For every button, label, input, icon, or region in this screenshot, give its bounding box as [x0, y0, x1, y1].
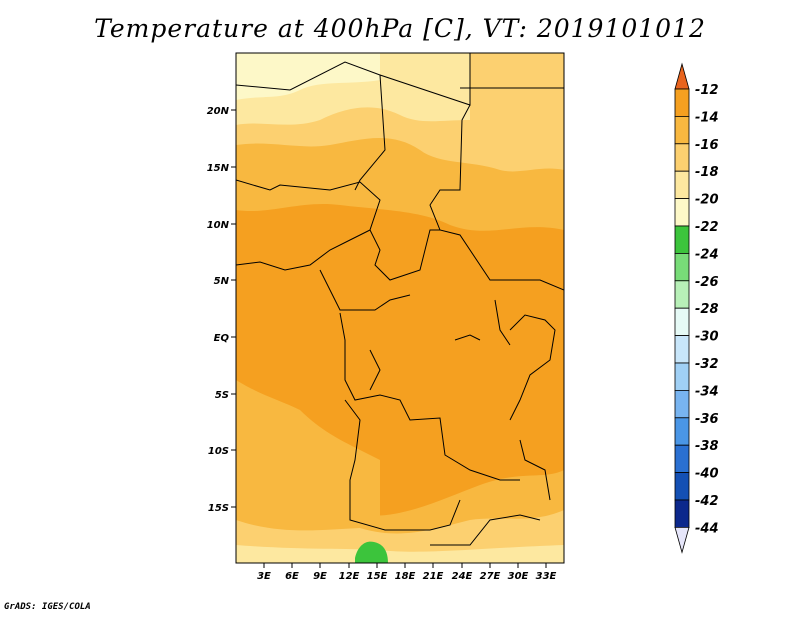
colorbar-label: -38 — [695, 439, 719, 454]
colorbar-swatch — [674, 198, 690, 227]
contour-m20-south — [236, 545, 564, 563]
lon-label: 24E — [452, 571, 473, 582]
lon-label: 27E — [480, 571, 501, 582]
lon-label: 18E — [395, 571, 416, 582]
colorbar-swatch — [674, 88, 690, 117]
colorbar-label: -30 — [695, 330, 719, 345]
border-path — [494, 299, 511, 346]
lat-label: EQ — [214, 333, 230, 344]
colorbar-swatch — [674, 362, 690, 391]
colorbar-swatch — [674, 444, 690, 474]
colorbar-label: -16 — [695, 138, 719, 153]
colorbar-swatch — [674, 335, 690, 364]
lon-label: 15E — [367, 571, 388, 582]
lat-axis: 20N 15N 10N 5N EQ 5S 10S 15S — [207, 106, 236, 514]
colorbar-label: -28 — [695, 302, 719, 317]
border-path — [339, 312, 520, 481]
colorbar-label: -42 — [695, 494, 719, 509]
colorbar-label: -12 — [695, 83, 719, 98]
colorbar-swatch — [674, 252, 690, 282]
lat-label: 10N — [207, 220, 230, 231]
lon-axis: 3E 6E 9E 12E 15E 18E 21E 24E 27E 30E 33E — [257, 563, 557, 582]
border-path — [236, 229, 371, 271]
map-frame — [235, 52, 565, 564]
lon-label: 6E — [285, 571, 299, 582]
grads-credit: GrADS: IGES/COLA — [4, 602, 91, 612]
border-path — [430, 514, 541, 546]
lat-label: 15N — [207, 163, 230, 174]
border-path — [519, 439, 551, 501]
country-borders — [236, 53, 564, 546]
colorbar-swatch — [674, 389, 690, 419]
border-path — [369, 349, 381, 391]
colorbar-swatch — [674, 417, 690, 446]
colorbar-label: -44 — [695, 521, 719, 536]
colorbar-label: -18 — [695, 165, 719, 180]
lon-label: 9E — [313, 571, 327, 582]
lat-label: 15S — [208, 503, 229, 514]
colorbar-label: -32 — [695, 357, 719, 372]
border-path — [454, 334, 481, 341]
lon-label: 30E — [508, 571, 529, 582]
colorbar-label: -22 — [695, 220, 719, 235]
lat-label: 5S — [215, 390, 229, 401]
colorbar-swatch — [674, 170, 690, 199]
lon-label: 12E — [339, 571, 360, 582]
colorbar-swatch — [674, 225, 690, 254]
border-path — [509, 314, 556, 421]
colorbar-label: -20 — [695, 193, 719, 208]
border-path — [344, 399, 461, 531]
colorbar-top-triangle — [674, 62, 690, 90]
temperature-field — [236, 53, 564, 563]
colorbar-swatch — [674, 307, 690, 337]
colorbar-label: -36 — [695, 412, 719, 427]
chart-title: Temperature at 400hPa [C], VT: 201910101… — [94, 14, 706, 43]
colorbar-label: -26 — [695, 275, 719, 290]
colorbar-swatch — [674, 472, 690, 501]
contour-m24-blob — [355, 541, 388, 563]
lon-label: 3E — [257, 571, 271, 582]
colorbar-bottom-triangle — [674, 527, 690, 554]
colorbar-label: -40 — [695, 467, 719, 482]
lat-label: 5N — [214, 276, 230, 287]
lon-label: 33E — [536, 571, 557, 582]
colorbar-label: -24 — [695, 247, 719, 262]
colorbar-swatch — [674, 143, 690, 172]
colorbar: -12 -14 -16 -18 -20 -22 -24 -26 -28 -30 -32 -34 -36 -… — [674, 62, 719, 554]
lon-label: 21E — [423, 571, 444, 582]
colorbar-label: -14 — [695, 110, 719, 125]
colorbar-swatch — [674, 116, 690, 145]
border-path — [429, 104, 564, 291]
colorbar-swatch — [674, 499, 690, 528]
colorbar-label: -34 — [695, 384, 719, 399]
lat-label: 10S — [208, 446, 229, 457]
colorbar-swatch — [674, 280, 690, 309]
lat-label: 20N — [207, 106, 230, 117]
border-path — [319, 269, 411, 311]
